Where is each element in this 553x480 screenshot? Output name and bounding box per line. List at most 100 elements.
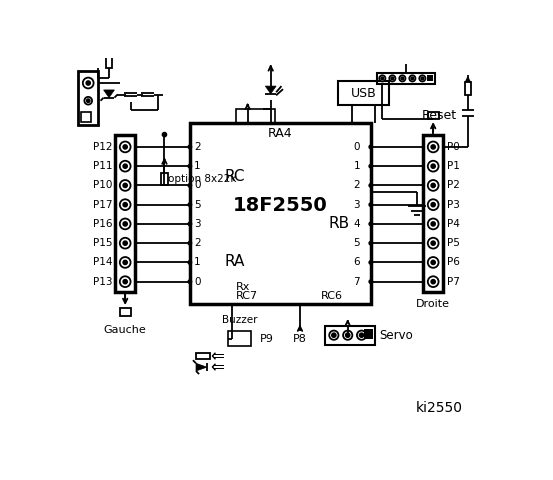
Text: P2: P2 <box>447 180 460 191</box>
Circle shape <box>369 165 372 168</box>
Circle shape <box>381 77 384 80</box>
Circle shape <box>359 333 363 337</box>
Text: 0: 0 <box>194 276 201 287</box>
Circle shape <box>411 77 414 80</box>
Circle shape <box>120 257 131 268</box>
Circle shape <box>189 165 191 168</box>
Text: Rx: Rx <box>236 282 251 292</box>
Text: 4: 4 <box>353 219 360 229</box>
Circle shape <box>369 145 372 148</box>
Circle shape <box>357 331 366 340</box>
Text: P0: P0 <box>447 142 460 152</box>
Bar <box>236 109 274 123</box>
Circle shape <box>332 333 336 337</box>
Circle shape <box>346 333 349 337</box>
Circle shape <box>431 261 435 264</box>
Text: RA: RA <box>225 254 245 269</box>
Text: Reset: Reset <box>421 109 457 122</box>
Circle shape <box>428 276 439 287</box>
Circle shape <box>379 75 385 82</box>
Bar <box>427 75 433 82</box>
Bar <box>428 111 439 119</box>
Text: P15: P15 <box>92 238 112 248</box>
Text: 5: 5 <box>194 200 201 210</box>
Circle shape <box>343 331 352 340</box>
Circle shape <box>428 199 439 210</box>
Bar <box>228 331 252 347</box>
Circle shape <box>120 142 131 152</box>
Circle shape <box>431 241 435 245</box>
Circle shape <box>189 222 191 226</box>
Text: P11: P11 <box>92 161 112 171</box>
Circle shape <box>369 241 372 245</box>
Text: 7: 7 <box>353 276 360 287</box>
Circle shape <box>391 77 394 80</box>
Text: P7: P7 <box>447 276 460 287</box>
Text: P13: P13 <box>92 276 112 287</box>
Circle shape <box>123 280 127 284</box>
Text: 3: 3 <box>194 219 201 229</box>
Text: P14: P14 <box>92 257 112 267</box>
Circle shape <box>120 180 131 191</box>
Circle shape <box>421 77 424 80</box>
Circle shape <box>123 222 127 226</box>
Text: Buzzer: Buzzer <box>222 315 258 325</box>
Text: 1: 1 <box>194 257 201 267</box>
Bar <box>364 329 373 339</box>
Circle shape <box>123 145 127 149</box>
Text: P17: P17 <box>92 200 112 210</box>
Text: 18F2550: 18F2550 <box>233 196 328 216</box>
Circle shape <box>189 241 191 245</box>
Text: P10: P10 <box>93 180 112 191</box>
Bar <box>115 134 135 292</box>
Circle shape <box>83 78 93 88</box>
Circle shape <box>369 261 372 264</box>
Circle shape <box>120 161 131 171</box>
Text: RB: RB <box>328 216 349 231</box>
Text: RA4: RA4 <box>268 127 293 140</box>
Circle shape <box>189 261 191 264</box>
Circle shape <box>428 257 439 268</box>
Bar <box>423 134 443 292</box>
Text: P6: P6 <box>447 257 460 267</box>
Text: P8: P8 <box>293 334 307 344</box>
Polygon shape <box>196 363 207 371</box>
Text: Gauche: Gauche <box>104 325 147 335</box>
Circle shape <box>369 222 372 226</box>
Circle shape <box>431 183 435 187</box>
Circle shape <box>189 184 191 187</box>
Circle shape <box>123 261 127 264</box>
Text: Droite: Droite <box>416 299 450 309</box>
Bar <box>81 112 91 121</box>
Circle shape <box>85 97 92 105</box>
Text: P4: P4 <box>447 219 460 229</box>
Text: P5: P5 <box>447 238 460 248</box>
Circle shape <box>120 218 131 229</box>
Bar <box>120 308 131 315</box>
Circle shape <box>389 75 395 82</box>
Circle shape <box>329 331 338 340</box>
Circle shape <box>189 203 191 206</box>
Circle shape <box>401 77 404 80</box>
Circle shape <box>369 203 372 206</box>
Text: 0: 0 <box>353 142 360 152</box>
Polygon shape <box>265 86 276 94</box>
Text: 2: 2 <box>194 238 201 248</box>
Text: RC: RC <box>225 169 245 184</box>
Bar <box>161 173 168 185</box>
Circle shape <box>369 184 372 187</box>
Text: 1: 1 <box>353 161 360 171</box>
Circle shape <box>431 203 435 206</box>
Circle shape <box>431 222 435 226</box>
Circle shape <box>428 238 439 249</box>
Text: USB: USB <box>351 86 377 99</box>
Text: 1: 1 <box>194 161 201 171</box>
Circle shape <box>428 142 439 152</box>
Text: P12: P12 <box>92 142 112 152</box>
Text: 6: 6 <box>353 257 360 267</box>
Text: RC6: RC6 <box>321 291 343 301</box>
Text: 2: 2 <box>353 180 360 191</box>
Text: 5: 5 <box>353 238 360 248</box>
Text: 3: 3 <box>353 200 360 210</box>
Text: P3: P3 <box>447 200 460 210</box>
